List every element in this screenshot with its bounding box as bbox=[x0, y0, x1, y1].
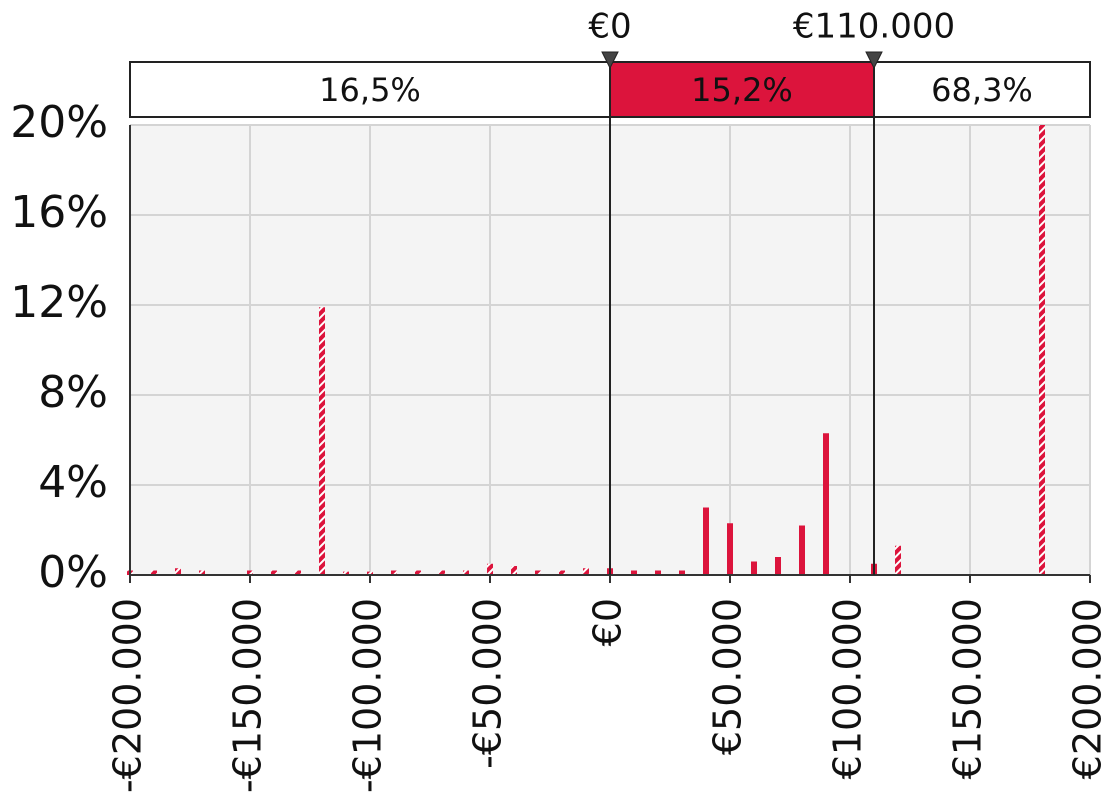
region-label: 16,5% bbox=[319, 71, 421, 109]
bar bbox=[295, 570, 301, 575]
bar bbox=[199, 570, 205, 575]
x-tick-label: €50.000 bbox=[706, 598, 750, 755]
bar bbox=[151, 570, 157, 575]
bar bbox=[583, 568, 589, 575]
x-tick-label: €200.000 bbox=[1066, 598, 1102, 779]
bar bbox=[631, 570, 637, 575]
bar bbox=[895, 545, 901, 575]
region bbox=[873, 61, 1091, 118]
region-label: 15,2% bbox=[691, 71, 793, 109]
y-tick-label: 20% bbox=[10, 97, 108, 148]
bar bbox=[415, 570, 421, 575]
bar bbox=[343, 571, 349, 575]
delimiter-label: €110.000 bbox=[793, 7, 955, 47]
delimiter-label: €0 bbox=[588, 7, 631, 47]
bar bbox=[823, 433, 829, 575]
region bbox=[609, 61, 875, 118]
x-tick-label: -€100.000 bbox=[346, 598, 390, 793]
bar bbox=[487, 563, 493, 575]
bar bbox=[559, 570, 565, 575]
bar bbox=[247, 570, 253, 575]
x-tick-label: €150.000 bbox=[946, 598, 990, 779]
y-tick-label: 16% bbox=[10, 187, 108, 238]
delimiter-handle bbox=[865, 51, 883, 70]
bar bbox=[799, 525, 805, 575]
x-tick-label: -€50.000 bbox=[466, 598, 510, 769]
bar bbox=[271, 570, 277, 575]
bar bbox=[511, 566, 517, 575]
bar bbox=[391, 570, 397, 575]
bar bbox=[319, 307, 325, 575]
y-tick-label: 8% bbox=[38, 367, 108, 418]
bar bbox=[175, 568, 181, 575]
bar bbox=[703, 507, 709, 575]
bar bbox=[727, 523, 733, 575]
bar bbox=[463, 570, 469, 575]
bar bbox=[655, 570, 661, 575]
bar bbox=[367, 571, 373, 575]
bar bbox=[775, 557, 781, 575]
bar bbox=[439, 570, 445, 575]
delimiter-handle bbox=[601, 51, 619, 70]
y-tick-label: 12% bbox=[10, 277, 108, 328]
bar bbox=[751, 561, 757, 575]
region-label: 68,3% bbox=[931, 71, 1033, 109]
x-tick-label: -€150.000 bbox=[226, 598, 270, 793]
bar bbox=[679, 570, 685, 575]
x-tick-label: -€200.000 bbox=[106, 598, 150, 793]
y-tick-label: 4% bbox=[38, 457, 108, 508]
y-tick-label: 0% bbox=[38, 547, 108, 598]
x-tick-label: €100.000 bbox=[826, 598, 870, 779]
x-tick-label: €0 bbox=[586, 598, 630, 646]
bar bbox=[1039, 125, 1045, 575]
bar bbox=[535, 570, 541, 575]
